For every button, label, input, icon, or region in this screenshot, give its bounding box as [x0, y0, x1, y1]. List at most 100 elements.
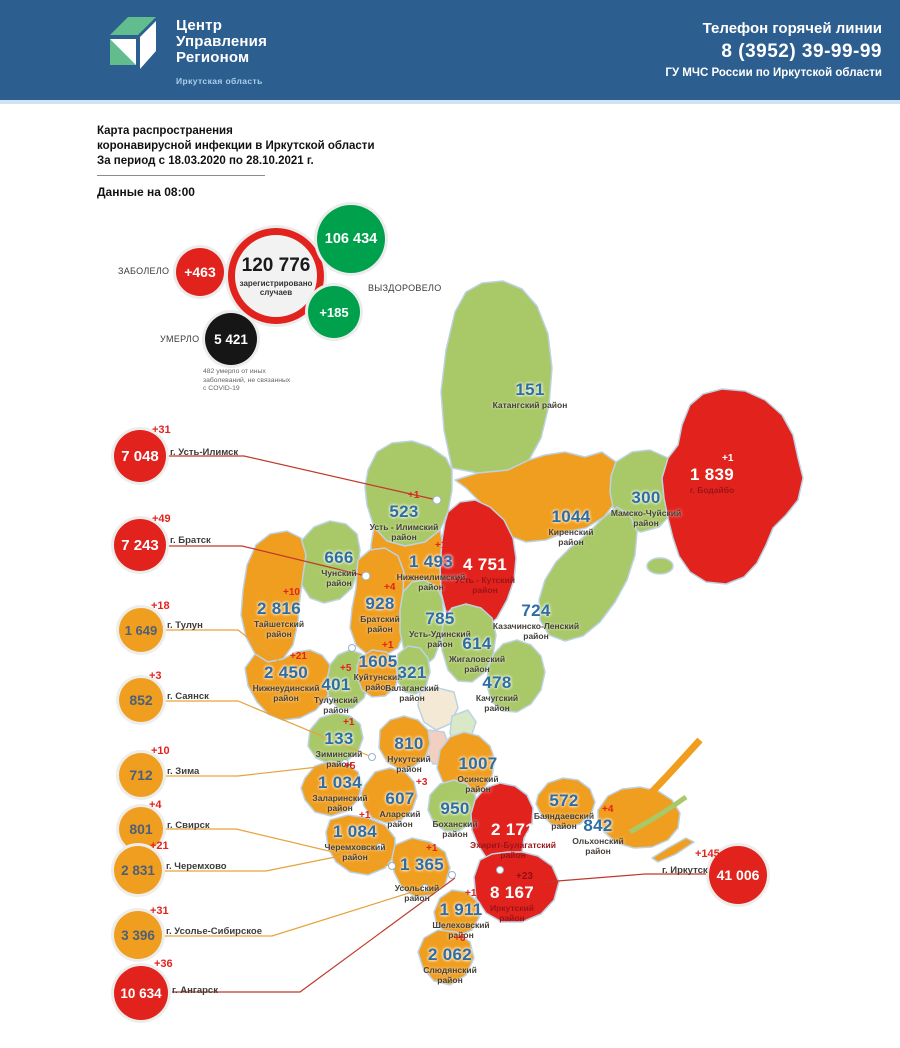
callout-city-label: г. Усть-Илимск	[170, 447, 239, 458]
callout-delta: +4	[149, 799, 162, 811]
title-line1: Карта распространения	[97, 125, 233, 137]
header-bar: Центр Управления Регионом Иркутская обла…	[0, 0, 900, 100]
region-delta: +4	[444, 597, 456, 608]
district-alarsky	[360, 767, 418, 824]
callout-tulun: +18 1 649 г. Тулун	[119, 600, 203, 652]
district-balagansky	[395, 645, 431, 695]
reservoir-area	[417, 687, 459, 731]
logo-line1: Центр	[176, 17, 223, 34]
region-label-slyudyansky: +6 2 062 Слюдянский район	[417, 933, 483, 985]
died-note-line3: с COVID-19	[203, 385, 240, 392]
region-value: 1 839	[689, 465, 735, 484]
callout-sayansk: +3 852 г. Саянск	[119, 670, 209, 722]
region-value: 478	[482, 673, 512, 692]
district-taishetsky	[240, 530, 307, 663]
region-name: Осинский район	[457, 774, 499, 794]
callout-city-label: г. Тулун	[167, 620, 203, 631]
region-delta: +3	[416, 777, 428, 788]
sick-label: ЗАБОЛЕЛО	[118, 266, 170, 276]
region-value: 321	[397, 663, 427, 682]
region-label-bayandaevsky: 572 Баяндаевский район	[524, 792, 604, 831]
region-delta: +1	[408, 490, 420, 501]
died-note-line2: заболеваний, не связанных	[203, 376, 291, 384]
total-value: 120 776	[241, 255, 311, 276]
logo-line2: Управления	[176, 33, 268, 50]
callout-delta: +3	[149, 670, 162, 682]
district-cheremkhovsky	[325, 814, 396, 876]
header-separator	[0, 100, 900, 104]
region-delta: +21	[290, 651, 307, 662]
region-name: Братский район	[360, 614, 400, 634]
district-shelekhovsky	[433, 889, 481, 937]
region-label-kuytunsky: +1 1605 Куйтунский район	[346, 640, 410, 692]
title-underline	[97, 175, 265, 176]
district-zalarinsky	[300, 760, 363, 817]
callout-delta: +31	[150, 905, 169, 917]
region-value: 607	[385, 789, 415, 808]
baikal-shore-strip-green	[628, 794, 688, 835]
region-delta: +5	[340, 663, 352, 674]
logo-line3: Регионом	[176, 49, 250, 66]
district-olkhonsky	[597, 786, 681, 849]
region-label-usolsky: +1 1 365 Усольский район	[395, 843, 448, 903]
region-delta: +5	[344, 761, 356, 772]
callout-ust-ilimsk: +31 7 048 г. Усть-Илимск	[114, 424, 238, 482]
total-caption2: случаев	[259, 288, 293, 297]
callout-value-circle: 712	[119, 753, 163, 797]
region-label-nukutsky: 810 Нукутский район	[380, 735, 438, 774]
region-label-nizhneudinsky: +21 2 450 Нижнеудинский район	[246, 651, 326, 703]
region-value: 928	[365, 594, 395, 613]
region-name: Жигаловский район	[448, 654, 506, 674]
cube-logo-icon	[98, 13, 168, 90]
region-name: г. Бодайбо	[689, 485, 735, 495]
region-value: 523	[389, 502, 419, 521]
district-ekhirit-bulagatsky	[470, 782, 534, 865]
callout-value-circle: 1 649	[119, 608, 163, 652]
region-value: 666	[324, 548, 354, 567]
region-label-ziminsky: +1 133 Зиминский район	[309, 717, 369, 769]
region-label-cheremkhovsky: +1 1 084 Черемховский район	[315, 810, 395, 862]
region-value: 4 751	[462, 555, 508, 574]
callout-city-label: г. Ангарск	[172, 985, 218, 996]
callout-delta: +49	[152, 513, 171, 525]
recovered-label: ВЫЗДОРОВЕЛО	[368, 283, 442, 293]
region-delta: +1	[426, 843, 438, 854]
region-label-kazachinsko-lensky: 724 Казачинско-Ленский район	[488, 602, 584, 641]
region-label-bodaibinsky: +1 1 839 г. Бодайбо	[672, 453, 752, 495]
logo-subtitle: Иркутская область	[176, 76, 263, 86]
data-as-of: Данные на 08:00	[97, 185, 195, 199]
region-label-katangsky: 151 Катангский район	[484, 381, 576, 410]
callout-delta: +36	[154, 958, 173, 970]
region-value: 133	[324, 729, 354, 748]
recovered-delta-circle: +185	[308, 286, 360, 338]
callout-delta: +145	[695, 848, 720, 860]
region-label-zhigalovsky: 614 Жигаловский район	[442, 635, 512, 674]
callout-value-circle: 3 396	[114, 911, 162, 959]
died-note: 482 умерло от иных заболеваний, не связа…	[203, 368, 290, 394]
district-nukutsky	[378, 715, 431, 770]
region-name: Усть - Кутский район	[455, 575, 515, 595]
callout-value-circle: 852	[119, 678, 163, 722]
district-irkutsky	[473, 851, 560, 923]
district-mamsko-chuysky	[609, 449, 681, 533]
logo-title: Центр Управления Регионом Иркутская обла…	[176, 18, 267, 89]
region-name: Зиминский район	[315, 749, 363, 769]
region-name: Мамско-Чуйский район	[610, 508, 682, 528]
region-label-alarsky: +3 607 Аларский район	[372, 777, 428, 829]
region-label-ekhirit-bulagatsky: 2 171 Эхирит-Булагатский район	[465, 821, 561, 860]
region-value: 614	[462, 634, 492, 653]
region-delta: +23	[516, 871, 533, 882]
sick-delta-circle: +463	[176, 248, 224, 296]
region-name: Балаганский район	[385, 683, 439, 703]
died-label: УМЕРЛО	[160, 334, 200, 344]
region-label-kirensky: 1044 Киренский район	[541, 508, 601, 547]
region-name: Шелеховский район	[432, 920, 490, 940]
region-label-taishetsky: +10 2 816 Тайшетский район	[247, 587, 311, 639]
region-name: Усть - Илимский район	[369, 522, 439, 542]
region-name: Нукутский район	[387, 754, 431, 774]
region-label-bokhansky: 950 Боханский район	[426, 800, 484, 839]
callout-value-circle: 41 006	[709, 846, 767, 904]
region-value: 2 062	[427, 945, 473, 964]
callout-value-circle: 7 243	[114, 519, 166, 571]
region-label-ust-ilimsky: +1 523 Усть - Илимский район	[364, 490, 444, 542]
